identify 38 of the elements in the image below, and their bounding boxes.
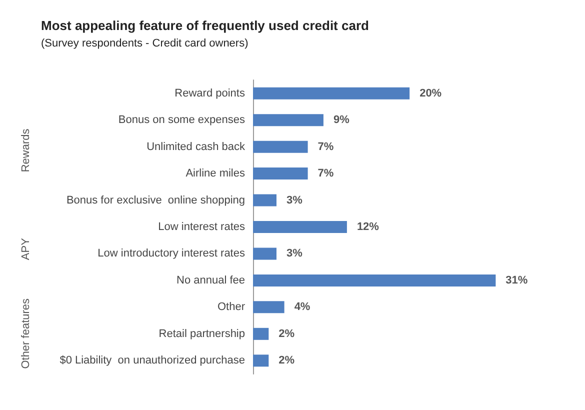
data-label: 20% bbox=[420, 87, 442, 100]
y-tick-label: Retail partnership bbox=[158, 328, 245, 340]
data-label: 7% bbox=[318, 168, 334, 180]
data-label: 2% bbox=[278, 328, 295, 340]
data-label: 3% bbox=[286, 248, 303, 260]
y-tick-label: Low interest rates bbox=[158, 221, 246, 233]
chart-title: Most appealing feature of frequently used credit card bbox=[41, 18, 370, 33]
y-tick-label: Bonus for exclusive online shopping bbox=[66, 194, 245, 206]
bar bbox=[253, 248, 276, 260]
bar bbox=[253, 168, 308, 180]
text: Rewards bbox=[20, 128, 32, 172]
bar bbox=[253, 194, 276, 206]
data-label: 2% bbox=[278, 354, 295, 367]
bar bbox=[253, 354, 269, 367]
bar bbox=[253, 274, 496, 286]
bar bbox=[253, 221, 347, 233]
bar bbox=[253, 301, 284, 314]
data-label: 3% bbox=[286, 194, 303, 206]
y-tick-label: $0 Liability on unauthorized purchase bbox=[60, 354, 245, 367]
y-tick-label: Other bbox=[217, 301, 246, 314]
data-label: 31% bbox=[506, 274, 528, 286]
bar bbox=[253, 87, 410, 100]
y-tick-label: Unlimited cash back bbox=[146, 140, 246, 153]
text: Other features bbox=[20, 298, 32, 369]
text: (Survey respondents - Credit card owners) bbox=[41, 38, 248, 50]
data-label: 4% bbox=[294, 301, 310, 314]
bar bbox=[253, 114, 324, 126]
y-tick-label: Reward points bbox=[174, 87, 246, 100]
bar bbox=[253, 328, 269, 340]
bar bbox=[253, 140, 308, 153]
y-tick-label: Airline miles bbox=[186, 168, 246, 180]
data-label: 9% bbox=[333, 114, 350, 126]
data-label: 12% bbox=[356, 221, 380, 233]
data-label: 7% bbox=[318, 140, 334, 153]
y-tick-label: No annual fee bbox=[176, 274, 245, 286]
y-tick-label: Low introductory interest rates bbox=[98, 248, 246, 260]
text: APY bbox=[20, 237, 32, 260]
y-tick-label: Bonus on some expenses bbox=[118, 114, 246, 126]
